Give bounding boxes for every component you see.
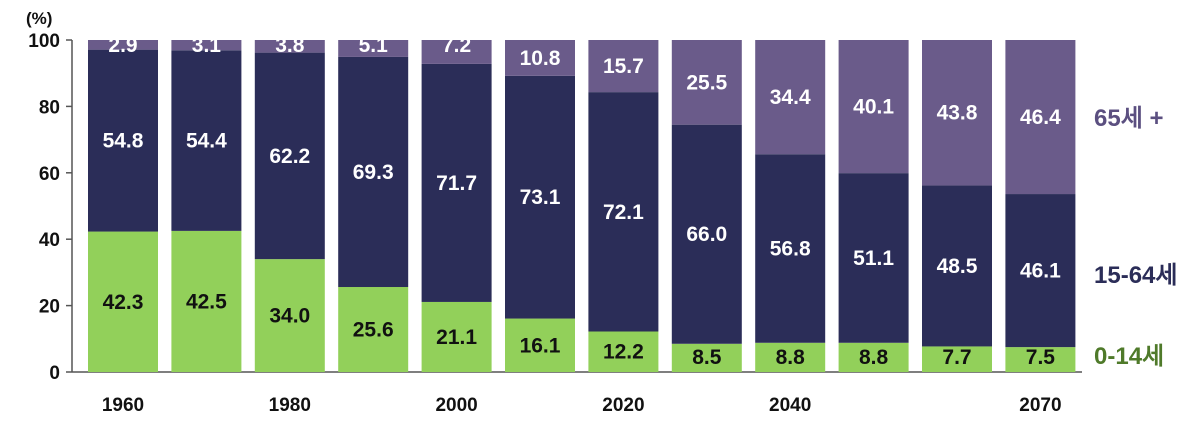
bar-segment: [1005, 40, 1076, 195]
bar-segment: [254, 52, 325, 260]
bar-segment: [1005, 347, 1076, 372]
data-label: 16.1: [520, 334, 561, 357]
y-tick-label: 20: [39, 297, 60, 318]
data-label: 71.7: [436, 172, 477, 195]
data-label: 46.1: [1020, 260, 1061, 283]
bar-segment: [588, 331, 659, 372]
data-label: 8.8: [859, 346, 889, 369]
data-label: 21.1: [436, 326, 477, 349]
data-label: 34.0: [269, 305, 310, 328]
bar-segment: [254, 40, 325, 53]
bar-segment: [1005, 194, 1076, 348]
bar-segment: [922, 40, 992, 186]
data-label: 2.9: [108, 34, 137, 57]
bar-segment: [338, 56, 409, 288]
bar-segment: [838, 342, 909, 372]
legend-entry: 15-64세: [1094, 262, 1177, 289]
bar-segment: [505, 40, 575, 76]
x-tick-label: 1980: [269, 395, 311, 416]
bar-segment: [88, 49, 158, 232]
bar-segment: [755, 342, 826, 372]
data-label: 42.3: [103, 291, 144, 314]
data-label: 10.8: [520, 47, 561, 70]
data-label: 54.8: [103, 130, 144, 153]
bar-segment: [588, 40, 659, 93]
y-tick-label: 0: [49, 363, 60, 384]
legend-entry: 0-14세: [1094, 343, 1164, 370]
data-label: 7.5: [1026, 346, 1056, 369]
legend-entry: 65세 +: [1094, 105, 1163, 132]
data-label: 54.4: [186, 130, 227, 153]
stacked-bars: 42.3 54.8 2.9 42.5 54.4 3.1 34.0 62.2 3.8 25.6 69.…: [88, 34, 1076, 372]
bar-segment: [421, 63, 492, 302]
x-tick-label: 2040: [769, 395, 811, 416]
data-label: 69.3: [353, 161, 394, 184]
bar-segment: [922, 185, 992, 347]
legend: 65세 + 15-64세 0-14세: [1094, 105, 1177, 370]
bar-segment: [922, 346, 992, 372]
x-axis: 1960 1980 2000 2020 2040 2070: [102, 395, 1062, 416]
data-label: 7.2: [442, 34, 471, 57]
bar-segment: [505, 75, 575, 319]
bar-segment: [421, 40, 492, 64]
data-label: 12.2: [603, 341, 644, 364]
y-tick-label: 80: [39, 97, 60, 118]
data-label: 7.7: [942, 346, 971, 369]
bar-segment: [171, 230, 242, 372]
x-tick-label: 2020: [602, 395, 644, 416]
data-label: 3.1: [192, 34, 222, 57]
data-label: 42.5: [186, 290, 227, 313]
y-tick-label: 40: [39, 230, 60, 251]
y-tick-label: 60: [39, 164, 60, 185]
bar-segment: [838, 40, 909, 174]
bar-segment: [254, 259, 325, 372]
data-label: 73.1: [520, 186, 561, 209]
data-label: 8.8: [776, 346, 806, 369]
data-label: 62.2: [269, 145, 310, 168]
data-label: 34.4: [770, 86, 811, 109]
data-label: 3.8: [275, 34, 305, 57]
bar-segment: [505, 318, 575, 372]
bar-segment: [171, 40, 242, 51]
x-tick-label: 2070: [1019, 395, 1061, 416]
bar-segment: [88, 40, 158, 50]
data-label: 66.0: [686, 223, 727, 246]
data-label: 25.5: [686, 71, 727, 94]
x-tick-label: 2000: [435, 395, 477, 416]
data-label: 72.1: [603, 201, 644, 224]
bar-segment: [755, 154, 826, 343]
data-label: 25.6: [353, 319, 394, 342]
bar-segment: [338, 40, 409, 57]
bar-segment: [671, 343, 742, 372]
data-label: 40.1: [853, 96, 894, 119]
bar-segment: [171, 50, 242, 231]
data-label: 46.4: [1020, 106, 1061, 129]
y-unit-label: (%): [26, 9, 52, 28]
data-label: 56.8: [770, 237, 811, 260]
bar-segment: [588, 92, 659, 332]
data-label: 43.8: [937, 102, 978, 125]
data-label: 8.5: [692, 346, 722, 369]
data-label: 5.1: [359, 34, 389, 57]
data-label: 15.7: [603, 55, 644, 78]
x-tick-label: 1960: [102, 395, 144, 416]
bar-segment: [421, 301, 492, 372]
bar-segment: [88, 231, 158, 372]
data-label: 51.1: [853, 247, 894, 270]
bar-segment: [755, 40, 826, 155]
data-label: 48.5: [937, 255, 978, 278]
bar-segment: [671, 40, 742, 125]
bar-segment: [338, 287, 409, 372]
y-tick-label: 100: [28, 31, 60, 52]
bar-segment: [838, 173, 909, 343]
bar-segment: [671, 124, 742, 344]
